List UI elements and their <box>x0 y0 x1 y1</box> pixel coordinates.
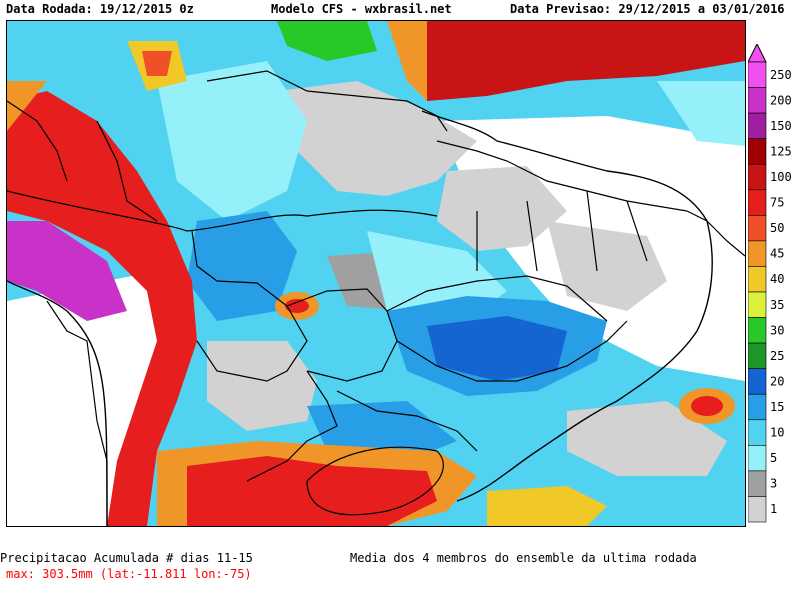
border-paraguay <box>246 370 338 482</box>
scale-label-15: 15 <box>770 400 784 414</box>
border-bolivia <box>191 230 308 382</box>
footer-ensemble-note: Media dos 4 membros do ensemble da ultim… <box>350 551 697 565</box>
border-ecuador <box>7 100 68 182</box>
model-label: Modelo CFS - wxbrasil.net <box>271 2 452 16</box>
venezuela-red <box>142 51 172 76</box>
south-atlantic-yellow <box>487 486 607 526</box>
scale-swatch-1 <box>747 496 767 523</box>
scale-label-5: 5 <box>770 451 777 465</box>
scale-swatch-5 <box>747 445 767 472</box>
bolivia-blue-zone <box>187 211 297 321</box>
pacific-coastline <box>7 280 108 526</box>
southeast-deep-blue <box>427 316 567 381</box>
run-date-label: Data Rodada: 19/12/2015 0z <box>6 2 194 16</box>
border-colombia-peru <box>96 120 158 222</box>
footer-max-info: max: 303.5mm (lat:-11.811 lon:-75) <box>6 567 252 581</box>
scale-label-200: 200 <box>770 93 792 107</box>
scale-swatch-150 <box>747 112 767 139</box>
scale-label-40: 40 <box>770 272 784 286</box>
border-rio-grande-do-sul <box>306 446 444 516</box>
atlantic-gray-patch <box>567 401 727 476</box>
andes-orange-edge <box>7 81 47 131</box>
scale-label-10: 10 <box>770 426 784 440</box>
scale-swatch-3 <box>747 470 767 497</box>
scale-label-35: 35 <box>770 298 784 312</box>
atlantic-light-zone <box>657 81 745 146</box>
north-green-patch <box>277 21 377 61</box>
scale-swatch-125 <box>747 138 767 165</box>
andes-purple-core <box>7 221 127 321</box>
country-borders <box>7 70 745 526</box>
scale-label-1: 1 <box>770 502 777 516</box>
scale-top-arrow <box>747 42 767 63</box>
precipitation-field-layer <box>7 21 745 526</box>
precipitation-field <box>7 21 745 526</box>
amazon-gray-patch <box>277 81 477 196</box>
footer-title: Precipitacao Acumulada # dias 11-15 <box>0 551 253 565</box>
north-orange-band <box>387 21 427 101</box>
scale-label-250: 250 <box>770 68 792 82</box>
scale-label-50: 50 <box>770 221 784 235</box>
scale-swatch-50 <box>747 215 767 242</box>
scale-swatch-250 <box>747 61 767 88</box>
atlantic-coastline <box>421 110 713 502</box>
scale-swatch-15 <box>747 393 767 421</box>
scale-label-20: 20 <box>770 374 784 388</box>
scale-label-75: 75 <box>770 196 784 210</box>
scale-label-3: 3 <box>770 477 777 491</box>
coastline <box>7 110 713 526</box>
east-gray-patch <box>547 221 667 311</box>
scale-swatch-100 <box>747 163 767 191</box>
andes-red-band <box>7 91 197 526</box>
chaco-gray-patch <box>207 341 317 431</box>
forecast-date-label: Data Previsao: 29/12/2015 a 03/01/2016 <box>510 2 785 16</box>
scale-swatch-20 <box>747 368 767 395</box>
scale-swatch-200 <box>747 87 767 114</box>
scale-swatch-35 <box>747 291 767 318</box>
border-amazon-line <box>7 190 438 232</box>
border-minas <box>386 275 608 322</box>
scale-swatch-25 <box>747 342 767 369</box>
atlantic-max-core <box>691 396 723 416</box>
precipitation-map <box>6 20 746 527</box>
border-southeast <box>396 320 628 382</box>
border-nordeste-internal <box>476 190 648 272</box>
scale-swatch-40 <box>747 266 767 293</box>
border-central-states <box>286 288 398 382</box>
scale-label-30: 30 <box>770 323 784 337</box>
precipitation-color-scale: 250 200 150 125 100 75 50 45 40 35 30 25 20 15 10 5 3 1 <box>747 42 800 524</box>
scale-swatch-45 <box>747 240 767 267</box>
scale-label-100: 100 <box>770 170 792 184</box>
scale-swatch-75 <box>747 189 767 216</box>
color-scale-svg: 250 200 150 125 100 75 50 45 40 35 30 25 20 15 10 5 3 1 <box>747 42 792 523</box>
scale-label-25: 25 <box>770 349 784 363</box>
north-atlantic-red-band <box>407 21 745 101</box>
central-gray-patch <box>437 166 567 251</box>
south-red-zone <box>187 456 437 526</box>
scale-label-125: 125 <box>770 144 792 158</box>
border-parana <box>336 390 478 452</box>
border-ne-coast <box>686 210 745 257</box>
scale-swatch-10 <box>747 419 767 446</box>
scale-swatch-30 <box>747 317 767 344</box>
north-light-cyan <box>157 61 307 221</box>
mato-grosso-max-core <box>285 299 309 313</box>
scale-label-45: 45 <box>770 247 784 261</box>
scale-label-150: 150 <box>770 119 792 133</box>
